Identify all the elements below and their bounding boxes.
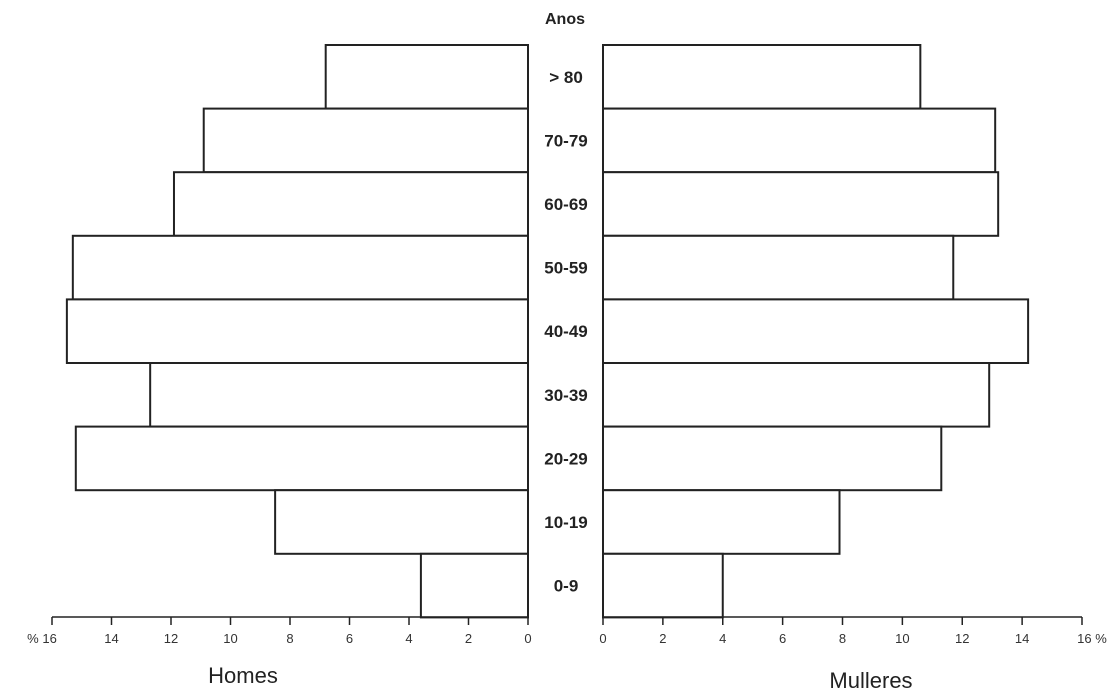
bar-homes-20-29 (74, 425, 530, 492)
mulleres-bars (602, 44, 1030, 619)
bar-homes-60-69 (172, 171, 529, 237)
tick-label: 14 (1015, 631, 1029, 646)
bar-mulleres-60-69 (602, 171, 1000, 237)
tick-label: 14 (104, 631, 118, 646)
tick-label: % 16 (27, 631, 57, 646)
tick-label: 10 (895, 631, 909, 646)
age-label: 10-19 (544, 513, 587, 532)
age-label: 40-49 (544, 322, 587, 341)
age-label: 60-69 (544, 195, 587, 214)
bar-homes-40-49 (65, 298, 529, 364)
tick-label: 2 (659, 631, 666, 646)
bar-mulleres-70-79 (602, 107, 997, 174)
mulleres-label: Mulleres (829, 668, 912, 692)
tick-label: 6 (779, 631, 786, 646)
age-label: > 80 (549, 68, 583, 87)
bar-homes-50-59 (71, 234, 529, 301)
tick-label: 16 % (1077, 631, 1107, 646)
bar-homes-0-9 (419, 552, 529, 619)
tick-label: 4 (719, 631, 726, 646)
tick-label: 8 (839, 631, 846, 646)
tick-label: 12 (164, 631, 178, 646)
tick-label: 12 (955, 631, 969, 646)
bar-homes-30-39 (149, 362, 530, 428)
bar-mulleres-10-19 (602, 489, 841, 555)
tick-label: 0 (524, 631, 531, 646)
tick-label: 4 (405, 631, 412, 646)
axes: % 16 14 12 10 8 6 4 2 0 0 2 4 6 8 10 12 14 16 % (27, 45, 1107, 646)
bar-homes-10-19 (274, 489, 529, 555)
tick-label: 2 (465, 631, 472, 646)
tick-label: 8 (286, 631, 293, 646)
bar-mulleres-50-59 (602, 234, 955, 301)
bar-mulleres-30-39 (602, 362, 991, 428)
bar-homes-70-79 (202, 107, 529, 174)
homes-bars (65, 44, 530, 619)
age-label: 30-39 (544, 386, 587, 405)
bar-mulleres-0-9 (602, 552, 724, 619)
bar-mulleres-20-29 (602, 425, 943, 492)
age-label: 50-59 (544, 259, 587, 278)
tick-label: 6 (346, 631, 353, 646)
homes-label: Homes (208, 663, 278, 688)
bar-homes--80 (324, 44, 530, 110)
age-group-labels: > 80 70-79 60-69 50-59 40-49 30-39 20-29 10-19 0… (544, 68, 587, 596)
age-label: 70-79 (544, 131, 587, 150)
tick-label: 10 (223, 631, 237, 646)
bar-mulleres--80 (602, 44, 922, 110)
bar-mulleres-40-49 (602, 298, 1030, 364)
tick-label: 0 (599, 631, 606, 646)
age-label: 0-9 (554, 577, 579, 596)
age-axis-header: Anos (545, 11, 585, 28)
age-label: 20-29 (544, 449, 587, 468)
